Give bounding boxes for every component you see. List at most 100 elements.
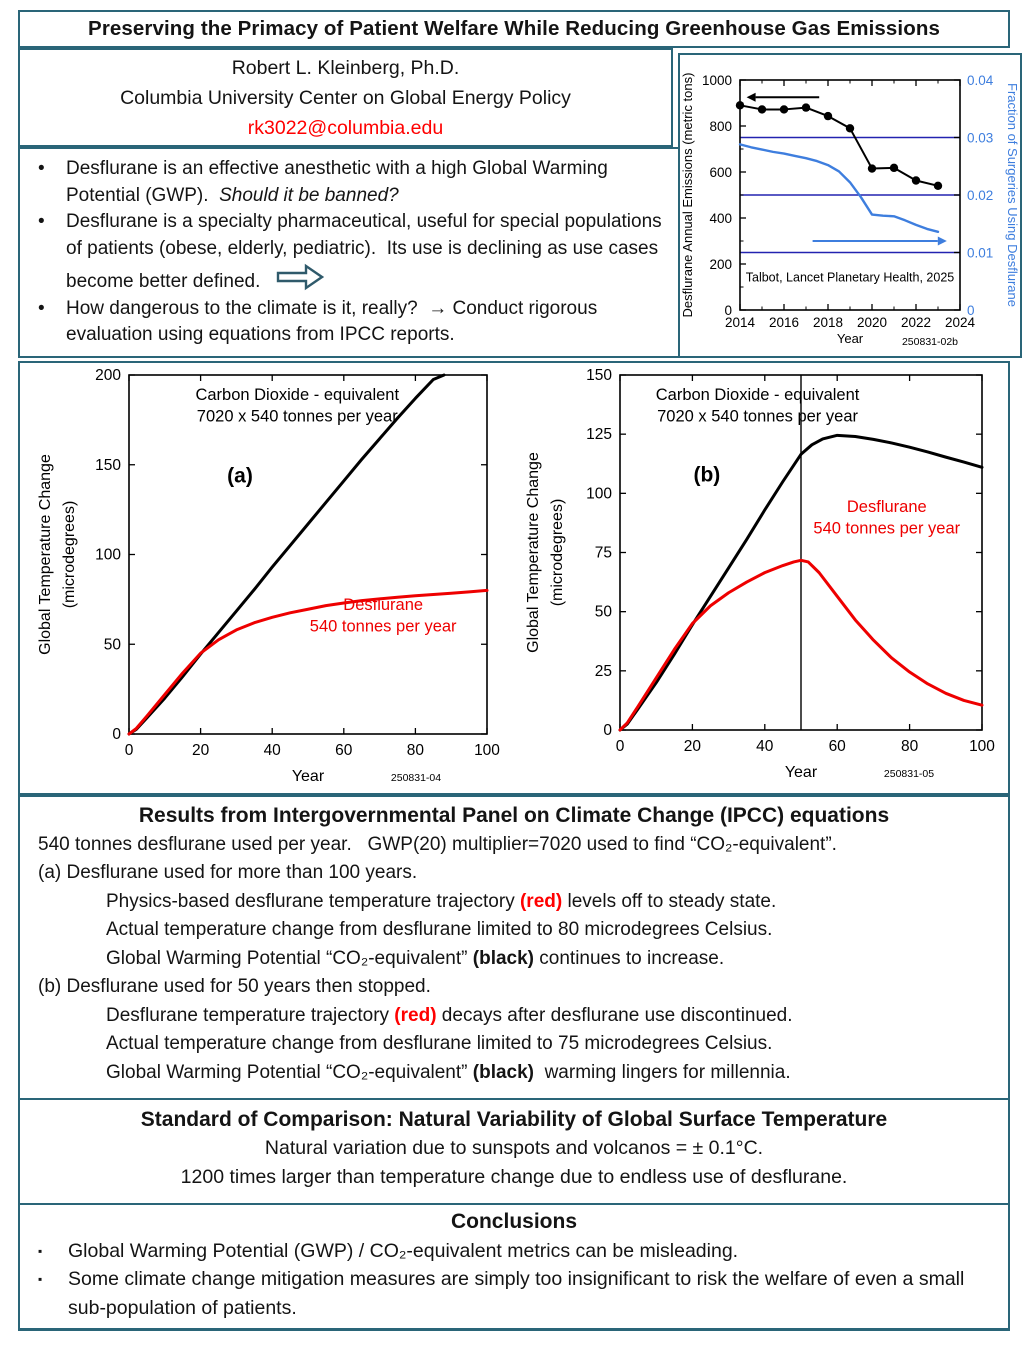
intro-bullet-3-text: How dangerous to the climate is it, real…: [66, 297, 598, 346]
axis-labels: Year Global Temperature Change (microdegre…: [525, 452, 934, 781]
square-bullet-icon: ▪: [38, 1243, 43, 1258]
svg-text:40: 40: [756, 738, 774, 755]
svg-text:80: 80: [901, 738, 919, 755]
gridlines: [740, 136, 960, 254]
intro-bullet-2-segments: Desflurane is a specialty pharmaceutical…: [66, 211, 662, 292]
svg-text:Talbot, Lancet Planetary Healt: Talbot, Lancet Planetary Health, 2025: [746, 270, 955, 284]
results-line-4: Actual temperature change from desfluran…: [106, 919, 773, 940]
intro-bullet-1-text: Desflurane is an effective anesthetic wi…: [66, 158, 608, 206]
svg-text:Year: Year: [292, 768, 325, 785]
x-axis: 2014 2016 2018 2020 2022 2024: [725, 80, 976, 330]
results-line-1: 540 tonnes desflurane used per year. GWP…: [38, 833, 837, 855]
svg-text:0.04: 0.04: [967, 73, 994, 88]
svg-text:0: 0: [603, 722, 612, 739]
author-name: Robert L. Kleinberg, Ph.D.: [231, 57, 460, 79]
annotations: Talbot, Lancet Planetary Health, 2025: [746, 92, 955, 284]
svg-text:250831-04: 250831-04: [391, 772, 441, 784]
emissions-vs-fraction-chart: 2014 2016 2018 2020 2022 20240200400600800100…: [680, 73, 1020, 348]
page-title: Preserving the Primacy of Patient Welfar…: [88, 17, 940, 40]
svg-text:125: 125: [586, 426, 612, 443]
svg-text:Year: Year: [785, 764, 818, 781]
svg-text:100: 100: [586, 485, 612, 502]
svg-text:Global Temperature Change(micr: Global Temperature Change (microdegrees): [525, 452, 566, 653]
emissions-chart-box: 2014 2016 2018 2020 2022 2024 0 200 400 600 800 100…: [678, 53, 1022, 358]
results-line-8: Actual temperature change from desfluran…: [106, 1033, 773, 1054]
svg-text:75: 75: [595, 545, 612, 562]
conclusion-bullet-1: ▪ Global Warming Potential (GWP) / CO₂-e…: [32, 1237, 996, 1266]
svg-text:Desflurane Annual Emissions (m: Desflurane Annual Emissions (metric tons…: [680, 73, 695, 318]
svg-text:20: 20: [192, 742, 210, 759]
standard-heading: Standard of Comparison: Natural Variabil…: [140, 1108, 888, 1131]
svg-text:60: 60: [829, 738, 847, 755]
co2-equivalent: [127, 373, 446, 736]
desflurane-annual-emissions: [739, 104, 939, 187]
svg-text:100: 100: [474, 742, 500, 759]
bullet-dot-icon: •: [38, 158, 45, 179]
conclusion-bullet-1-text: Global Warming Potential (GWP) / CO₂-equ…: [68, 1239, 739, 1262]
svg-text:2016: 2016: [769, 315, 799, 330]
results-line-6: (b) Desflurane used for 50 years then st…: [38, 976, 431, 997]
title-box: Preserving the Primacy of Patient Welfar…: [18, 10, 1010, 48]
conclusions-heading: Conclusions: [450, 1210, 577, 1233]
series: [127, 373, 489, 736]
intro-bullets-box: • Desflurane is an effective anesthetic …: [18, 147, 682, 358]
results-line-9: Global Warming Potential “CO₂-equivalent…: [106, 1061, 791, 1083]
svg-text:100: 100: [95, 547, 121, 564]
svg-text:2020: 2020: [857, 315, 887, 330]
chart-a-continuous-use: 0 20 40 60 80 100 0 50 100 150 200 Carbon Dioxide -…: [37, 367, 500, 785]
svg-text:150: 150: [586, 367, 612, 384]
svg-text:0.02: 0.02: [967, 188, 993, 203]
results-line-7: Desflurane temperature trajectory (red) …: [106, 1004, 793, 1026]
svg-text:20: 20: [684, 738, 702, 755]
bullet-dot-icon: •: [38, 211, 45, 232]
conclusion-bullet-2-text: Some climate change mitigation measures …: [68, 1268, 965, 1319]
author-email-link[interactable]: rk3022@columbia.edu: [247, 117, 444, 139]
svg-text:2018: 2018: [813, 315, 843, 330]
svg-text:60: 60: [335, 742, 353, 759]
svg-text:800: 800: [709, 119, 732, 134]
svg-text:Year: Year: [837, 331, 864, 346]
svg-text:0: 0: [112, 726, 121, 743]
svg-text:25: 25: [595, 663, 612, 680]
svg-text:1000: 1000: [702, 73, 732, 88]
svg-text:0: 0: [616, 738, 625, 755]
svg-text:250831-02b: 250831-02b: [902, 336, 958, 348]
results-line-2: (a) Desflurane used for more than 100 ye…: [38, 862, 418, 883]
svg-text:50: 50: [595, 604, 613, 621]
svg-text:0: 0: [724, 303, 732, 318]
intro-bullet-3: • How dangerous to the climate is it, re…: [32, 296, 676, 349]
svg-text:250831-05: 250831-05: [884, 768, 934, 780]
plot-frame: [128, 374, 488, 735]
svg-text:0: 0: [967, 303, 975, 318]
svg-text:Fraction of Surgeries Using De: Fraction of Surgeries Using Desflurane: [1005, 83, 1020, 307]
author-affiliation: Columbia University Center on Global Ene…: [120, 87, 571, 109]
svg-text:Global Temperature Change(micr: Global Temperature Change (microdegrees): [37, 454, 78, 655]
intro-bullet-2-text: Desflurane is a specialty pharmaceutical…: [66, 209, 676, 296]
intro-bullet-2: • Desflurane is a specialty pharmaceutic…: [32, 209, 676, 296]
results-box: Results from Intergovernmental Panel on …: [18, 795, 1010, 1100]
svg-text:0: 0: [125, 742, 134, 759]
svg-text:40: 40: [264, 742, 282, 759]
svg-text:0.03: 0.03: [967, 131, 993, 146]
series: [735, 101, 943, 234]
svg-text:80: 80: [407, 742, 425, 759]
right-axis: 0 0.01 0.02 0.03 0.04 Fraction of Surgeries U…: [954, 73, 1020, 318]
svg-text:400: 400: [709, 211, 732, 226]
results-line-5: Global Warming Potential “CO₂-equivalent…: [106, 947, 725, 969]
annotations: Carbon Dioxide - equivalent 7020 x 540 to…: [656, 386, 961, 538]
desflurane: [127, 588, 489, 736]
x-axis: 0 20 40 60 80 100: [125, 375, 500, 759]
svg-text:100: 100: [969, 738, 995, 755]
chart-b-stopped-use: 0 20 40 60 80 100 0 25 50 75 100 125 150 Carbon Dioxi…: [525, 367, 995, 781]
temperature-charts-box: 0 20 40 60 80 100 0 50 100 150 200 Carbon Dioxide -…: [18, 361, 1010, 795]
square-bullet-icon: ▪: [38, 1272, 43, 1286]
svg-text:0.01: 0.01: [967, 246, 993, 261]
svg-text:150: 150: [95, 457, 121, 474]
left-axis: 0 25 50 75 100 125 150: [586, 367, 982, 739]
annotations: Carbon Dioxide - equivalent 7020 x 540 to…: [195, 386, 457, 635]
standard-line-1: Natural variation due to sunspots and vo…: [264, 1137, 764, 1159]
svg-text:200: 200: [95, 367, 121, 384]
